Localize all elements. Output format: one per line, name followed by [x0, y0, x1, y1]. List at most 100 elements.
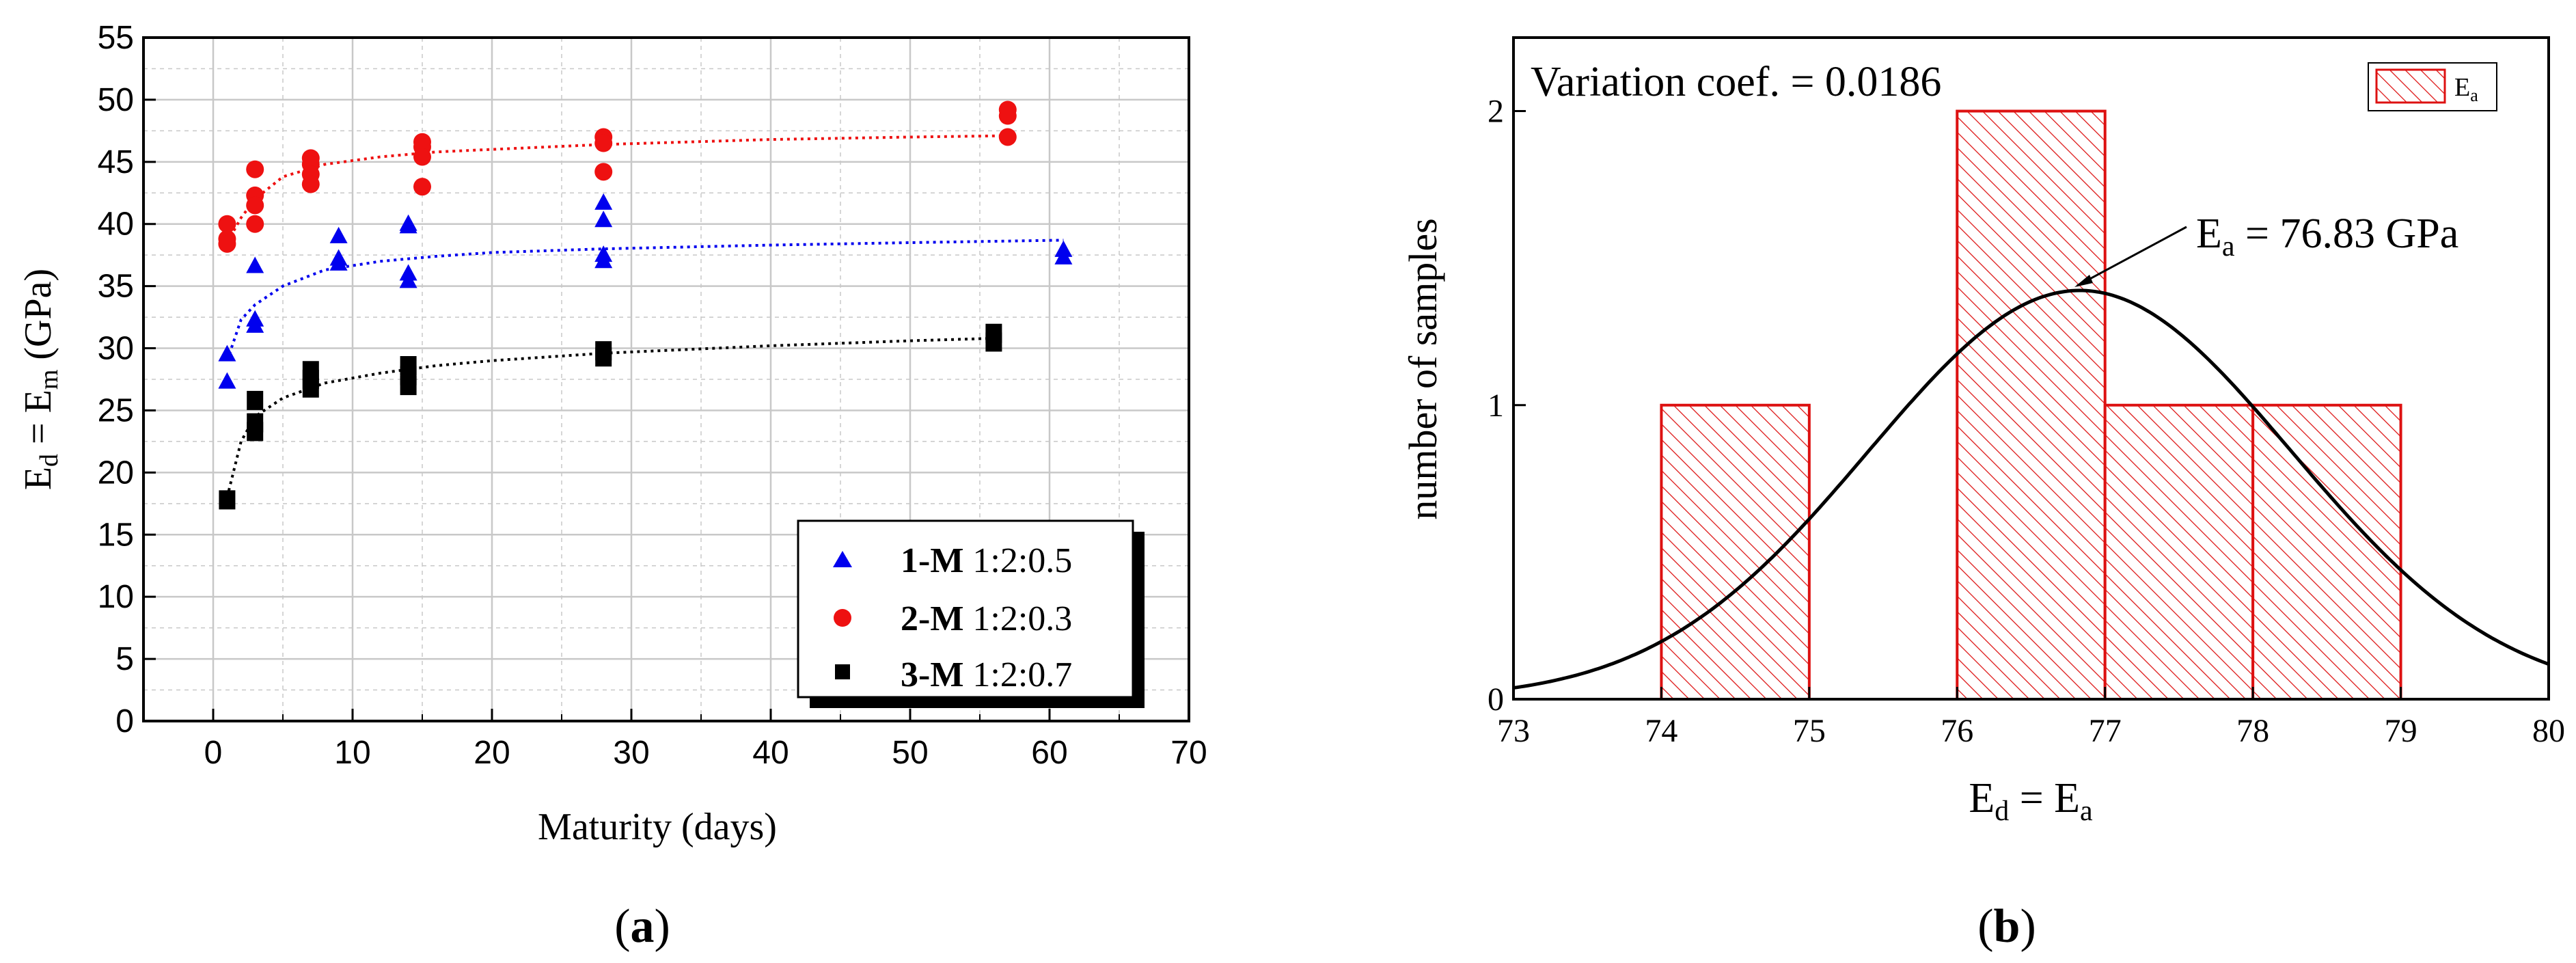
panel-b-xlabel-main: E — [1969, 775, 1995, 822]
panel-b-histogram-bars — [1660, 109, 2402, 701]
legend-entry-2-text: 1:2:0.3 — [963, 599, 1072, 638]
x-tick-label: 75 — [1793, 713, 1826, 749]
legend-entry-1: 1-M 1:2:0.5 — [901, 541, 1072, 580]
x-tick-label: 73 — [1497, 713, 1530, 749]
y-tick-label: 10 — [98, 579, 134, 615]
panel-a-caption: (a) — [614, 900, 670, 953]
panel-a-chart: 0 10 20 30 40 50 60 70 0 5 10 15 20 25 30 35 40 45 50 55 Ed… — [17, 20, 1207, 953]
panel-b-legend-label: Ea — [2454, 73, 2478, 105]
panel-a-frame — [142, 36, 1190, 722]
data-point-circle — [246, 196, 264, 215]
annotation-sub: a — [2222, 231, 2235, 262]
panel-b-caption: (b) — [1977, 900, 2036, 953]
panel-a-ylabel-sub2: m — [35, 370, 64, 390]
panel-a-ylabel: Ed = Em (GPa) — [17, 269, 64, 490]
annotation-main: E — [2196, 211, 2222, 257]
panel-a-ylabel-mid: = E — [17, 390, 59, 454]
x-tick-label: 79 — [2385, 713, 2417, 749]
panel-b-caption-letter: b — [1994, 900, 2020, 953]
panel-a-ylabel-tail: (GPa) — [17, 269, 59, 370]
histogram-bar — [2251, 403, 2402, 701]
panel-a-xlabel: Maturity (days) — [538, 806, 777, 848]
data-point-circle — [246, 215, 264, 233]
histogram-bar — [1660, 403, 1811, 701]
x-tick-label: 70 — [1170, 735, 1207, 771]
legend-entry-3-bold: 3-M — [901, 655, 963, 694]
y-tick-label: 15 — [98, 517, 134, 553]
data-point-square — [595, 347, 612, 367]
legend-marker-circle — [834, 609, 851, 627]
trend-line — [225, 239, 1064, 362]
y-tick-label: 5 — [115, 641, 134, 677]
data-point-triangle — [218, 372, 236, 389]
panel-b-frame — [1512, 36, 2550, 701]
data-point-triangle — [594, 252, 613, 269]
x-tick-label: 10 — [334, 735, 370, 771]
panel-b-xlabel: Ed = Ea — [1969, 775, 2093, 827]
panel-b-legend-sub: a — [2470, 85, 2478, 105]
x-tick-label: 20 — [474, 735, 510, 771]
y-tick-label: 20 — [98, 455, 134, 491]
x-tick-label: 78 — [2236, 713, 2269, 749]
legend-entry-1-text: 1:2:0.5 — [963, 541, 1072, 580]
data-point-circle — [413, 148, 431, 166]
panel-a-caption-letter: a — [631, 900, 655, 953]
panel-b-ylabel: number of samples — [1401, 218, 1445, 519]
panel-b-ticks: 73 74 75 76 77 78 79 80 0 1 2 — [1488, 94, 2565, 749]
legend-entry-2-bold: 2-M — [901, 599, 963, 638]
y-tick-label: 50 — [98, 82, 134, 118]
panel-a-legend: 1-M 1:2:0.5 2-M 1:2:0.3 3-M 1:2:0.7 — [797, 519, 1145, 708]
data-point-circle — [246, 160, 264, 178]
panel-b-legend-main: E — [2454, 73, 2470, 102]
y-tick-label: 45 — [98, 144, 134, 180]
data-point-circle — [998, 107, 1017, 125]
data-point-triangle — [329, 226, 348, 243]
x-tick-label: 30 — [613, 735, 649, 771]
data-point-circle — [594, 134, 613, 152]
data-point-square — [302, 378, 319, 398]
trend-line — [225, 134, 1008, 243]
data-point-circle — [998, 128, 1017, 146]
panel-a-caption-open: ( — [614, 900, 630, 953]
data-point-triangle — [399, 217, 417, 234]
histogram-bar — [2103, 403, 2255, 701]
legend-marker-triangle — [833, 551, 852, 567]
x-tick-label: 60 — [1031, 735, 1067, 771]
data-point-triangle — [399, 271, 417, 288]
panel-b-caption-open: ( — [1977, 900, 1993, 953]
y-tick-label: 0 — [1488, 681, 1504, 718]
x-tick-label: 74 — [1645, 713, 1677, 749]
data-point-circle — [413, 178, 431, 196]
data-point-triangle — [218, 344, 236, 362]
x-tick-label: 40 — [752, 735, 789, 771]
panel-a-ylabel-sub1: d — [35, 454, 64, 467]
annotation-ea-value: Ea = 76.83 GPa — [2196, 211, 2458, 262]
x-tick-label: 77 — [2089, 713, 2122, 749]
data-point-circle — [218, 234, 236, 253]
panel-a-caption-close: ) — [655, 900, 670, 953]
panel-b-caption-close: ) — [2020, 900, 2036, 953]
legend-entry-2: 2-M 1:2:0.3 — [901, 599, 1072, 638]
legend-entry-3: 3-M 1:2:0.7 — [901, 655, 1072, 694]
y-tick-label: 2 — [1488, 94, 1504, 130]
annotation-leader-line — [2077, 226, 2187, 287]
legend-hatch-swatch — [2375, 68, 2446, 104]
annotation-tail: = 76.83 GPa — [2235, 211, 2459, 257]
legend-entry-3-text: 1:2:0.7 — [963, 655, 1072, 694]
data-point-square — [400, 376, 417, 396]
y-tick-label: 30 — [98, 331, 134, 367]
legend-entry-1-bold: 1-M — [901, 541, 963, 580]
variation-coefficient: Variation coef. = 0.0186 — [1531, 59, 1941, 105]
data-point-circle — [218, 215, 236, 233]
legend-marker-square — [835, 664, 850, 679]
panel-b-xlabel-sub1: d — [1995, 796, 2009, 827]
data-point-triangle — [329, 254, 348, 271]
y-tick-label: 0 — [115, 703, 134, 740]
panel-b-xlabel-sub2: a — [2080, 796, 2093, 827]
data-point-triangle — [246, 316, 264, 333]
x-tick-label: 80 — [2532, 713, 2565, 749]
data-point-triangle — [1054, 247, 1073, 265]
y-tick-label: 55 — [98, 20, 134, 56]
panel-b-chart: 73 74 75 76 77 78 79 80 0 1 2 Variation coef. = 0.… — [1401, 36, 2565, 953]
